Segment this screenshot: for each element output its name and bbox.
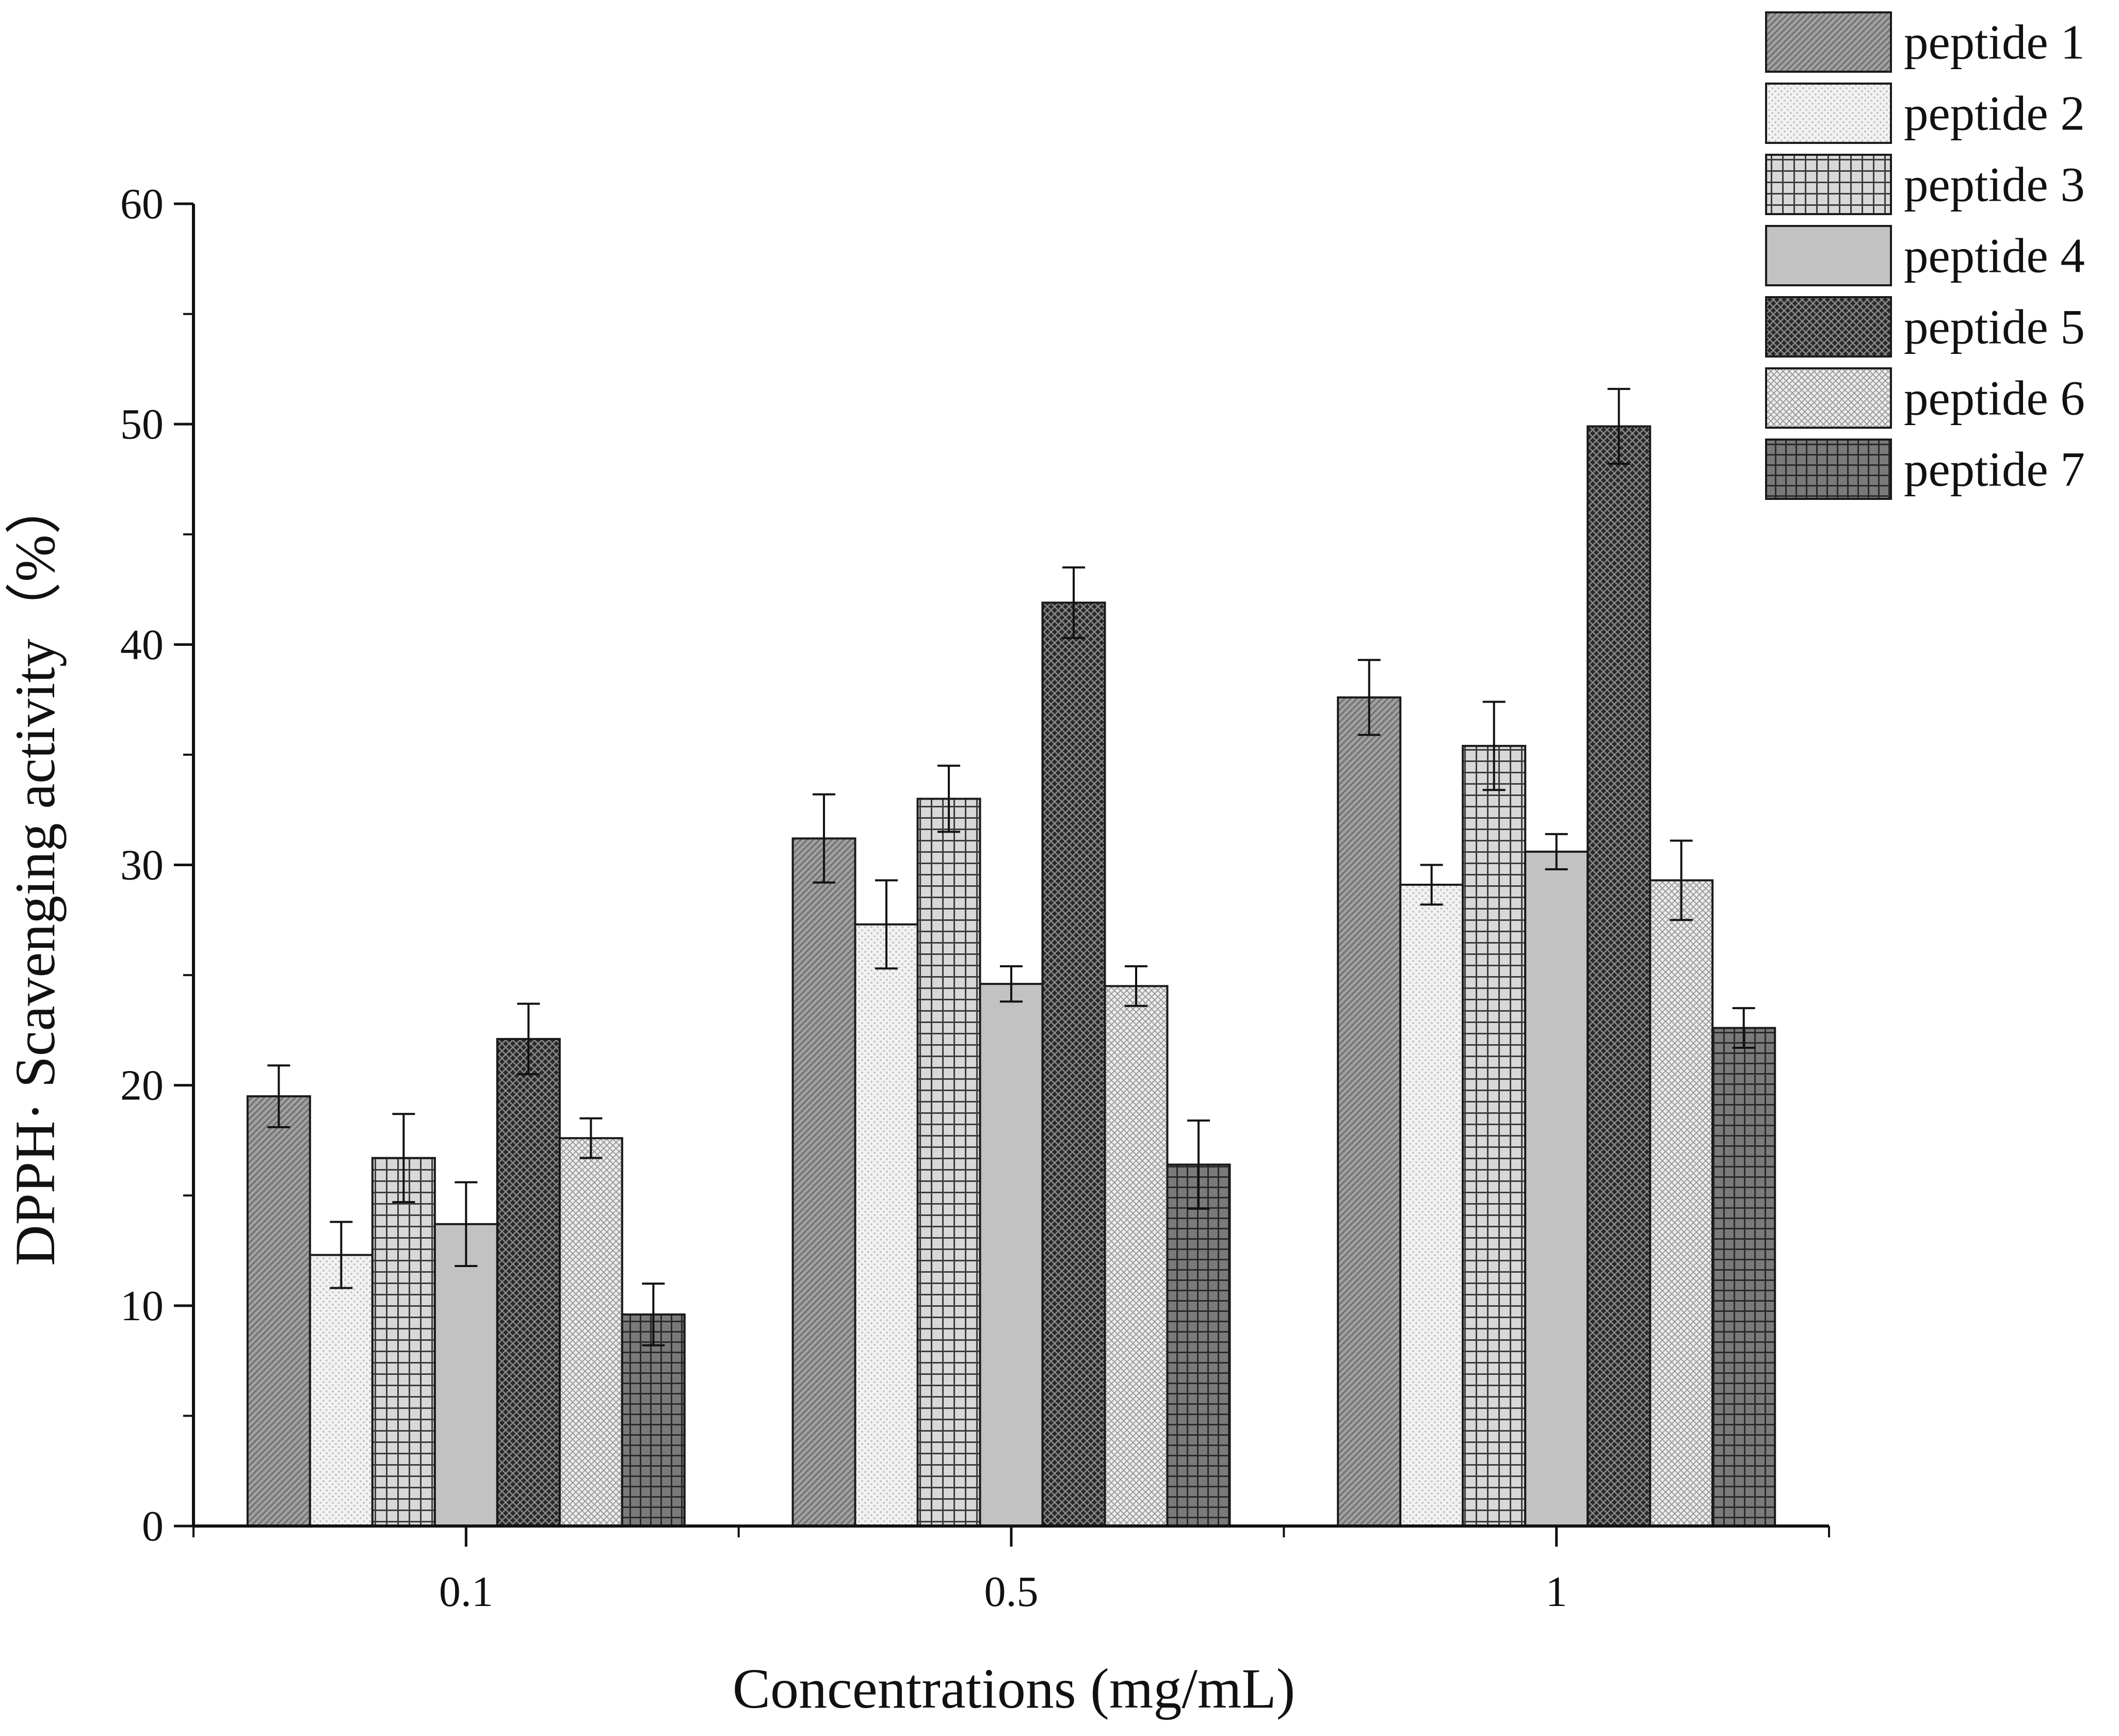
bar-peptide-3-conc-1 [1462, 744, 1527, 1527]
bar-peptide-3-conc-0.5 [916, 798, 981, 1527]
x-axis-title: Concentrations (mg/mL) [733, 1657, 1296, 1720]
y-tick-label-0: 0 [142, 1502, 164, 1550]
legend-swatch-peptide-7 [1765, 439, 1892, 500]
legend-label-peptide-3: peptide 3 [1904, 157, 2085, 212]
bar-peptide-6-conc-1 [1649, 879, 1714, 1527]
bar-peptide-6-conc-0.1 [558, 1137, 623, 1528]
y-tick-label-40: 40 [120, 621, 164, 669]
axes-layer: 0 10 20 30 40 50 60 0.1 0.5 1 [120, 180, 1830, 1616]
legend-label-peptide-5: peptide 5 [1904, 300, 2085, 354]
bar-peptide-1-conc-1 [1337, 696, 1402, 1527]
bar-peptide-6-conc-0.5 [1104, 985, 1169, 1527]
y-tick-label-30: 30 [120, 841, 164, 889]
bar-peptide-4-conc-1 [1524, 850, 1589, 1527]
legend-swatch-peptide-2 [1765, 83, 1892, 144]
legend-label-peptide-4: peptide 4 [1904, 229, 2085, 283]
bar-peptide-1-conc-0.5 [791, 837, 856, 1527]
legend-label-peptide-2: peptide 2 [1904, 86, 2085, 141]
legend: peptide 1 peptide 2 peptide 3 peptide 4 pept… [1765, 11, 2085, 500]
y-tick-label-20: 20 [120, 1062, 164, 1110]
bar-peptide-3-conc-0.1 [371, 1157, 436, 1527]
bars-layer [246, 425, 1776, 1528]
bar-peptide-4-conc-0.1 [433, 1223, 498, 1528]
legend-label-peptide-6: peptide 6 [1904, 371, 2085, 426]
x-tick-label-0.5: 0.5 [984, 1568, 1039, 1616]
bar-peptide-1-conc-0.1 [246, 1095, 311, 1527]
bar-peptide-2-conc-0.1 [309, 1254, 374, 1527]
bar-peptide-2-conc-0.5 [854, 923, 919, 1527]
x-tick-label-1: 1 [1546, 1568, 1567, 1616]
legend-swatch-peptide-4 [1765, 225, 1892, 286]
legend-swatch-peptide-6 [1765, 367, 1892, 429]
y-tick-label-60: 60 [120, 180, 164, 228]
y-tick-label-10: 10 [120, 1282, 164, 1330]
bar-peptide-5-conc-1 [1587, 425, 1652, 1528]
bar-peptide-7-conc-1 [1711, 1027, 1776, 1528]
legend-swatch-peptide-5 [1765, 296, 1892, 358]
bar-peptide-5-conc-0.1 [496, 1037, 561, 1527]
y-tick-label-50: 50 [120, 400, 164, 448]
bar-peptide-2-conc-1 [1399, 883, 1464, 1527]
legend-label-peptide-1: peptide 1 [1904, 15, 2085, 70]
legend-label-peptide-7: peptide 7 [1904, 442, 2085, 497]
bar-peptide-5-conc-0.5 [1041, 602, 1106, 1527]
legend-swatch-peptide-1 [1765, 11, 1892, 73]
y-axis-title: DPPH· Scavenging activity（%） [4, 478, 67, 1266]
legend-swatch-peptide-3 [1765, 154, 1892, 215]
x-tick-label-0.1: 0.1 [439, 1568, 493, 1616]
bar-peptide-4-conc-0.5 [979, 983, 1044, 1527]
bar-peptide-7-conc-0.5 [1166, 1163, 1231, 1528]
error-bars-layer [267, 387, 1755, 1346]
